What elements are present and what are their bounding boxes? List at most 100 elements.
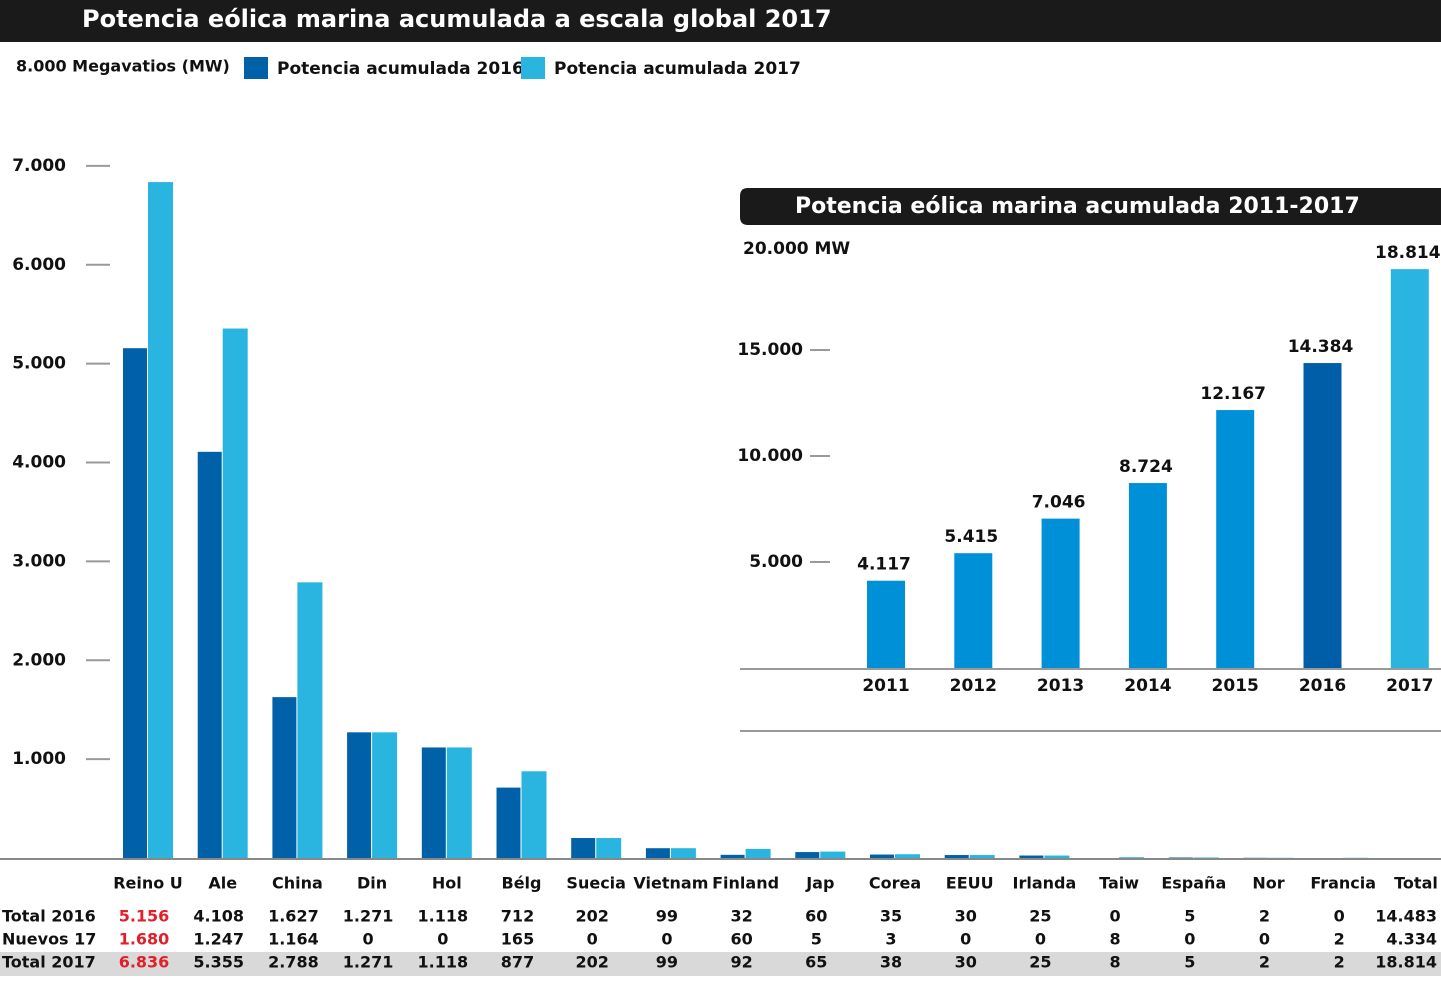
- x-tick-label: 2012: [950, 676, 997, 696]
- bar: [867, 580, 905, 668]
- table-cell: 202: [575, 907, 608, 926]
- legend-label: Potencia acumulada 2017: [554, 59, 801, 79]
- table-cell: 60: [805, 907, 827, 926]
- data-label: 5.415: [944, 527, 998, 547]
- table-cell: 0: [1035, 930, 1046, 949]
- x-tick-label: Bélg: [502, 874, 542, 893]
- row-label: Total 2017: [2, 953, 96, 972]
- bar: [272, 697, 297, 858]
- table-cell: 6.836: [119, 953, 170, 972]
- bar: [745, 848, 771, 858]
- x-tick-label: Francia: [1310, 874, 1376, 893]
- table-cell: 5: [1184, 907, 1195, 926]
- y-tick-label: 3.000: [12, 551, 66, 571]
- bar: [1041, 518, 1080, 668]
- bar: [1390, 269, 1429, 668]
- y-tick-label: 5.000: [12, 354, 66, 374]
- y-tick-label: 10.000: [737, 446, 803, 466]
- table-cell: 30: [955, 953, 977, 972]
- table-cell: 25: [1029, 953, 1051, 972]
- x-tick-label: Ale: [208, 874, 237, 893]
- x-tick-label: Irlanda: [1013, 874, 1077, 893]
- y-tick-label: 1.000: [12, 749, 66, 769]
- table-cell: 1.118: [417, 907, 468, 926]
- table-cell: 5: [1184, 953, 1195, 972]
- bar: [1019, 855, 1044, 858]
- table-cell: 2.788: [268, 953, 319, 972]
- x-tick-label: 2014: [1124, 676, 1171, 696]
- bar: [954, 553, 993, 668]
- table-cell: 99: [656, 953, 678, 972]
- main-chart: 1.000 2.000 3.000 4.000 5.000 6.000 7.000 8.000…: [0, 57, 1441, 972]
- y-tick-label: 2.000: [12, 650, 66, 670]
- table-header: Total: [1394, 874, 1438, 893]
- legend-swatch: [521, 57, 545, 79]
- x-tick-label: Hol: [432, 874, 462, 893]
- table-cell: 1.271: [343, 907, 394, 926]
- table-cell: 2: [1334, 930, 1345, 949]
- y-tick-label: 4.000: [12, 453, 66, 473]
- data-label: 4.117: [857, 555, 911, 575]
- table-cell: 0: [1110, 907, 1121, 926]
- table-cell: 5.156: [119, 907, 170, 926]
- table-total: 4.334: [1386, 930, 1437, 949]
- table-cell: 0: [1184, 930, 1195, 949]
- x-tick-label: Taiw: [1099, 874, 1139, 893]
- table-cell: 5: [811, 930, 822, 949]
- table-cell: 0: [437, 930, 448, 949]
- legend-swatch: [244, 57, 268, 79]
- x-tick-label: 2011: [862, 676, 909, 696]
- x-tick-label: Reino U: [113, 874, 183, 893]
- table-cell: 712: [501, 907, 534, 926]
- bar: [496, 787, 521, 858]
- table-cell: 8: [1110, 953, 1121, 972]
- table-cell: 202: [575, 953, 608, 972]
- table-cell: 0: [1259, 930, 1270, 949]
- table-cell: 5.355: [193, 953, 244, 972]
- x-tick-label: 2015: [1212, 676, 1259, 696]
- row-label: Total 2016: [2, 907, 96, 926]
- y-axis-label: 20.000 MW: [743, 239, 850, 259]
- bar: [795, 852, 820, 858]
- table-cell: 0: [1334, 907, 1345, 926]
- x-tick-label: Corea: [869, 874, 921, 893]
- table-cell: 0: [363, 930, 374, 949]
- data-label: 18.814: [1375, 243, 1441, 263]
- bar: [123, 348, 147, 858]
- bar: [1119, 857, 1145, 858]
- bar: [720, 854, 745, 858]
- table-cell: 2: [1259, 907, 1270, 926]
- bar: [372, 732, 398, 858]
- y-tick-label: 6.000: [12, 255, 66, 275]
- table-cell: 25: [1029, 907, 1051, 926]
- bar: [1216, 410, 1255, 668]
- inset-title-bar: [740, 188, 1441, 225]
- bar: [596, 838, 622, 858]
- x-tick-label: Nor: [1252, 874, 1284, 893]
- table-cell: 0: [587, 930, 598, 949]
- bar: [670, 848, 696, 858]
- x-tick-label: Finland: [712, 874, 779, 893]
- bar: [944, 855, 969, 858]
- row-label: Nuevos 17: [2, 930, 96, 949]
- bar: [197, 451, 222, 858]
- y-tick-label: 5.000: [749, 552, 803, 572]
- inset-chart: 5.000 10.000 15.000 20.000 MW 4.117 2011 5.415…: [737, 239, 1441, 696]
- x-tick-label: Vietnam: [633, 874, 708, 893]
- bar: [148, 182, 173, 858]
- table-cell: 2: [1259, 953, 1270, 972]
- table-cell: 1.164: [268, 930, 319, 949]
- bar: [421, 747, 446, 858]
- x-tick-label: 2016: [1299, 676, 1346, 696]
- table-cell: 0: [661, 930, 672, 949]
- table-cell: 165: [501, 930, 534, 949]
- table-cell: 4.108: [193, 907, 244, 926]
- table-cell: 1.627: [268, 907, 319, 926]
- chart-title: Potencia eólica marina acumulada a escal…: [82, 5, 832, 33]
- table-cell: 877: [501, 953, 534, 972]
- y-axis-label: 8.000 Megavatios (MW): [16, 57, 230, 76]
- table-cell: 1.118: [417, 953, 468, 972]
- bar: [1303, 363, 1342, 668]
- bar: [1044, 855, 1070, 858]
